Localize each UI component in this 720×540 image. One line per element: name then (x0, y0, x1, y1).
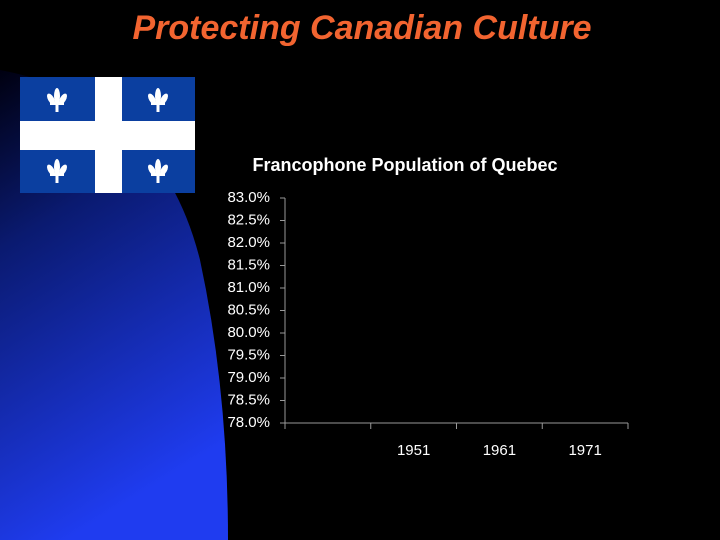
y-tick-label: 78.5% (227, 391, 270, 408)
y-tick-label: 82.5% (227, 211, 270, 228)
y-tick-label: 81.0% (227, 279, 270, 296)
chart-title: Francophone Population of Quebec (252, 155, 557, 175)
slide-title: Protecting Canadian Culture (132, 9, 591, 47)
title-shadow: Protecting Canadian Culture (134, 11, 593, 49)
y-tick-label: 83.0% (227, 189, 270, 206)
y-tick-label: 79.0% (227, 369, 270, 386)
x-tick-label: 1971 (568, 442, 601, 459)
quebec-flag (20, 77, 195, 193)
y-tick-label: 82.0% (227, 234, 270, 251)
y-tick-label: 78.0% (227, 414, 270, 431)
y-tick-label: 80.5% (227, 301, 270, 318)
x-tick-label: 1951 (397, 442, 430, 459)
y-tick-label: 80.0% (227, 324, 270, 341)
y-tick-label: 79.5% (227, 346, 270, 363)
y-tick-label: 81.5% (227, 256, 270, 273)
chart: 78.0% 78.5% 79.0% 79.5% 80.0% 80.5% 81.0% 81.5%… (227, 189, 629, 459)
x-tick-label: 1961 (483, 442, 516, 459)
